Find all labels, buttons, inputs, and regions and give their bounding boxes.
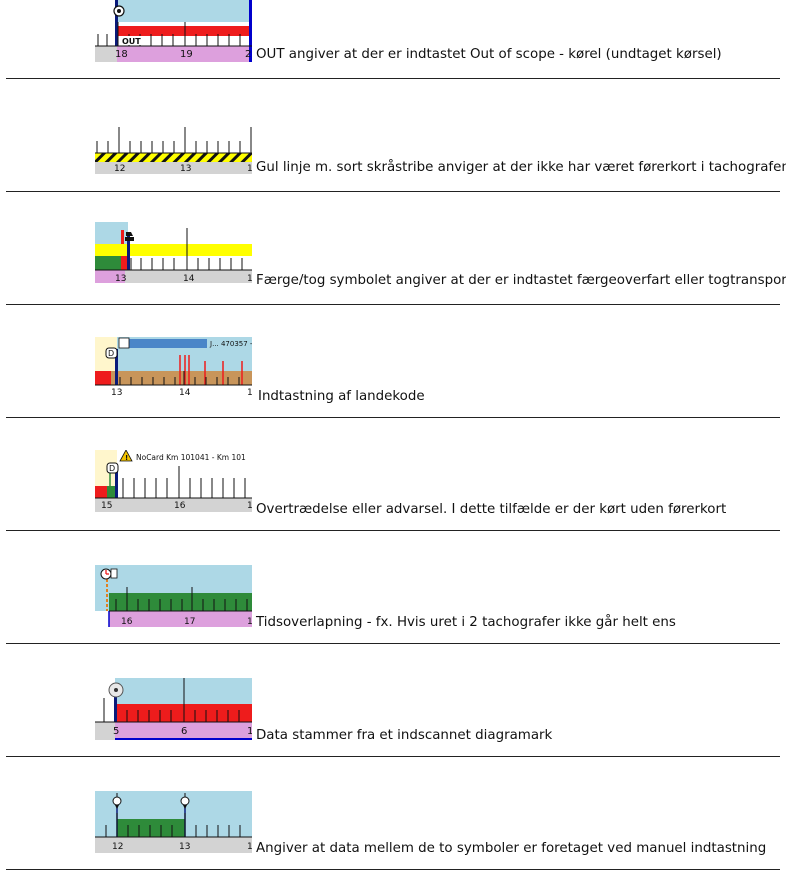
country-banner-text: J... 470357 - K bbox=[209, 340, 252, 348]
country-code-icon bbox=[106, 462, 119, 474]
tick-label: 16 bbox=[174, 501, 186, 511]
no-card-hatched-line bbox=[95, 153, 252, 162]
timeline-svg: OUT 18 19 2 bbox=[95, 0, 252, 62]
legend-row-ferry-train: 13 14 1 Færge/tog symbolet angiver at de… bbox=[0, 192, 786, 305]
legend-row-no-card: 12 13 1 Gul linje m. sort skråstribe anv… bbox=[0, 79, 786, 192]
tick-label: 1 bbox=[247, 501, 252, 511]
divider bbox=[6, 417, 780, 418]
timeline-thumbnail: 13 14 1 bbox=[95, 222, 252, 284]
tick-label: 1 bbox=[247, 388, 252, 398]
divider bbox=[6, 643, 780, 644]
timeline-svg: D J... 470357 - K 13 14 1 bbox=[95, 337, 252, 398]
warning-text: NoCard Km 101041 - Km 101 bbox=[136, 453, 246, 462]
legend-description: Angiver at data mellem de to symboler er… bbox=[256, 841, 767, 856]
tick-label: 19 bbox=[180, 49, 193, 60]
legend-row-out-of-scope: OUT 18 19 2 OUT angiver at der er indtas… bbox=[0, 0, 786, 79]
timeline-svg: 12 13 1 bbox=[95, 791, 252, 853]
manual-entry-end-icon bbox=[180, 793, 190, 809]
ferry-train-icon bbox=[121, 230, 134, 244]
legend-description: Gul linje m. sort skråstribe anviger at … bbox=[256, 160, 786, 175]
legend-description: Overtrædelse eller advarsel. I dette til… bbox=[256, 502, 727, 517]
tick-label: 18 bbox=[115, 49, 128, 60]
tick-label: 15 bbox=[101, 501, 112, 511]
timeline-svg: 13 14 1 bbox=[95, 222, 252, 284]
tick-label: 14 bbox=[179, 388, 191, 398]
tick-label: 1 bbox=[247, 617, 252, 627]
divider bbox=[6, 191, 780, 192]
legend-description: Færge/tog symbolet angiver at der er ind… bbox=[256, 273, 786, 288]
legend-row-scanned-chart: 5 6 1 Data stammer fra et indscannet dia… bbox=[0, 644, 786, 757]
tick-label: 6 bbox=[181, 726, 187, 737]
overlap-green-band bbox=[109, 593, 252, 611]
tick-label: 13 bbox=[115, 274, 126, 284]
timeline-svg: 5 6 1 bbox=[95, 678, 252, 740]
country-code-icon bbox=[105, 347, 118, 359]
tick-label: 5 bbox=[113, 726, 119, 737]
timeline-svg: 12 13 1 bbox=[95, 127, 252, 174]
manual-green-band bbox=[117, 819, 185, 837]
timeline-svg: ! D NoCard Km 101041 - Km 101 15 16 1 bbox=[95, 450, 252, 512]
legend-description: OUT angiver at der er indtastet Out of s… bbox=[256, 47, 722, 62]
tick-label: 1 bbox=[247, 164, 252, 174]
legend-row-time-overlap: 16 17 1 Tidsoverlapning - fx. Hvis uret … bbox=[0, 531, 786, 644]
time-overlap-icon bbox=[100, 568, 118, 580]
tick-label: 12 bbox=[114, 164, 125, 174]
tick-label: 1 bbox=[247, 842, 252, 852]
tick-label: 17 bbox=[184, 617, 195, 627]
timeline-svg: 16 17 1 bbox=[95, 565, 252, 627]
tick-label: 12 bbox=[112, 842, 123, 852]
tick-label: 2 bbox=[245, 49, 251, 60]
warning-icon bbox=[119, 450, 133, 462]
legend-description: Tidsoverlapning - fx. Hvis uret i 2 tach… bbox=[256, 615, 676, 630]
tick-label: 13 bbox=[179, 842, 190, 852]
timeline-thumbnail: D J... 470357 - K 13 14 1 bbox=[95, 337, 252, 399]
timeline-thumbnail: 12 13 1 bbox=[95, 791, 252, 853]
country-code-label: D bbox=[109, 464, 115, 473]
divider bbox=[6, 78, 780, 79]
legend-description: Indtastning af landekode bbox=[258, 389, 425, 404]
out-badge-bg bbox=[121, 36, 145, 45]
divider bbox=[6, 530, 780, 531]
tick-label: 14 bbox=[183, 274, 195, 284]
timeline-thumbnail: 16 17 1 bbox=[95, 565, 252, 627]
country-banner-bar bbox=[119, 339, 207, 348]
timeline-thumbnail: 5 6 1 bbox=[95, 678, 252, 740]
tick-label: 13 bbox=[180, 164, 191, 174]
legend-row-warning: ! D NoCard Km 101041 - Km 101 15 16 1 Ov… bbox=[0, 418, 786, 531]
divider bbox=[6, 756, 780, 757]
legend-description: Data stammer fra et indscannet diagramar… bbox=[256, 728, 553, 743]
divider bbox=[6, 304, 780, 305]
timeline-thumbnail: OUT 18 19 2 bbox=[95, 0, 252, 62]
manual-entry-start-icon bbox=[112, 793, 122, 809]
tick-label: 13 bbox=[111, 388, 122, 398]
timeline-thumbnail: 12 13 1 bbox=[95, 115, 252, 177]
country-code-label: D bbox=[108, 349, 114, 358]
divider bbox=[6, 869, 780, 870]
tick-label: 1 bbox=[247, 274, 252, 284]
timeline-thumbnail: ! D NoCard Km 101041 - Km 101 15 16 1 bbox=[95, 450, 252, 512]
tick-label: 1 bbox=[247, 726, 252, 737]
ferry-yellow-band bbox=[95, 244, 252, 256]
legend-row-country-code: D J... 470357 - K 13 14 1 Indtastning af… bbox=[0, 305, 786, 418]
legend-row-manual-entry: 12 13 1 Angiver at data mellem de to sym… bbox=[0, 757, 786, 870]
svg-text:!: ! bbox=[125, 454, 128, 462]
out-badge: OUT bbox=[122, 37, 141, 46]
tick-label: 16 bbox=[121, 617, 133, 627]
document-icon bbox=[118, 337, 130, 349]
